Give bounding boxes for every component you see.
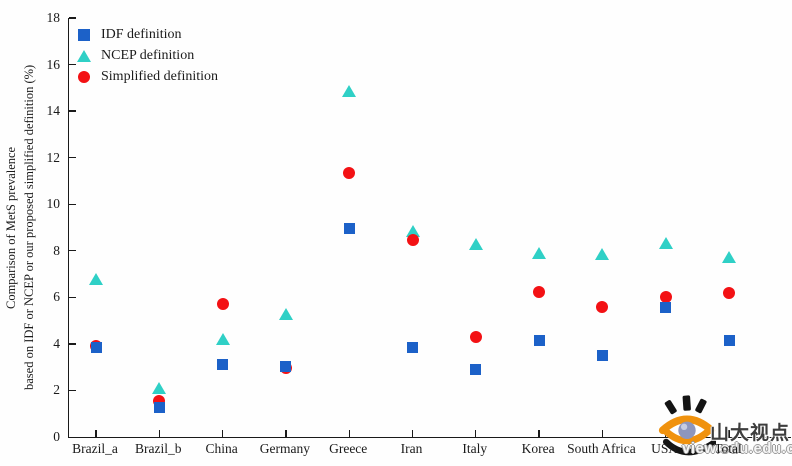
x-axis-tick — [601, 430, 604, 437]
legend-item: Simplified definition — [76, 66, 218, 87]
data-point-triangle — [405, 225, 420, 237]
x-axis-category-label: USA — [651, 441, 679, 456]
data-point-triangle — [342, 85, 357, 98]
data-point-circle — [533, 285, 546, 298]
data-point-square — [153, 402, 165, 414]
x-axis-category-label: Total — [714, 441, 742, 456]
y-axis-tick — [69, 63, 76, 66]
legend-label: NCEP definition — [101, 47, 195, 63]
square-marker-icon — [76, 28, 92, 41]
x-axis-category-label: Italy — [462, 441, 488, 456]
data-point-square — [596, 350, 608, 362]
y-axis-label-line1: Comparison of MetS prevalence — [4, 146, 18, 309]
data-point-square — [723, 334, 735, 346]
x-axis-tick — [285, 430, 287, 437]
y-axis-tick — [69, 343, 76, 345]
x-axis-tick — [221, 430, 224, 437]
data-point-triangle — [532, 247, 547, 260]
watermark: 山大视点 view.sdu.edu.cn — [658, 394, 792, 466]
watermark-url-text: view.sdu.edu.cn — [682, 440, 792, 457]
y-axis-tick-label: 12 — [46, 149, 61, 165]
data-point-circle — [596, 300, 609, 313]
legend-label: Simplified definition — [101, 68, 219, 84]
x-axis-category-label: Iran — [400, 441, 423, 456]
y-axis-tick — [69, 203, 76, 205]
x-axis-tick — [411, 430, 414, 437]
x-axis-category-label: Brazil_a — [72, 441, 118, 456]
x-axis-tick — [95, 430, 97, 437]
x-axis-category-label: Greece — [329, 441, 368, 456]
legend-item: IDF definition — [76, 24, 218, 45]
watermark-cn-text: 山大视点 — [710, 423, 791, 444]
data-point-triangle — [468, 237, 483, 250]
y-axis-tick — [69, 156, 76, 159]
x-axis-category-label: Korea — [521, 441, 555, 456]
legend: IDF definition NCEP definition Simplified … — [76, 24, 218, 87]
data-point-triangle — [89, 272, 103, 285]
y-axis-tick — [69, 296, 76, 299]
data-point-square — [470, 364, 482, 375]
data-point-square — [280, 360, 292, 372]
y-axis-label-line2: based on IDF or NCEP or our proposed sim… — [22, 64, 36, 391]
y-axis-tick-label: 16 — [46, 56, 61, 72]
data-point-circle — [659, 291, 672, 304]
y-axis-tick-label: 2 — [53, 382, 60, 398]
data-point-triangle — [278, 307, 293, 320]
x-axis-tick — [158, 430, 160, 437]
data-point-triangle — [152, 382, 167, 395]
y-axis-tick-label: 8 — [53, 242, 60, 258]
triangle-marker-icon — [76, 49, 92, 62]
data-point-square — [217, 359, 229, 371]
y-axis-tick-label: 0 — [53, 429, 60, 444]
data-point-triangle — [658, 236, 673, 249]
y-axis-tick-label: 18 — [46, 10, 61, 25]
data-point-triangle — [215, 333, 230, 346]
data-point-circle — [406, 234, 419, 247]
plot-area — [68, 17, 791, 438]
data-point-circle — [216, 298, 229, 311]
y-axis-tick — [69, 389, 76, 392]
data-point-circle — [469, 330, 482, 343]
x-axis-category-label: South Africa — [567, 441, 636, 456]
sdu-eye-logo — [658, 395, 717, 456]
legend-item: NCEP definition — [76, 45, 218, 66]
y-axis-tick-label: 4 — [53, 335, 60, 351]
y-axis-tick-label: 14 — [46, 103, 61, 119]
x-axis-tick — [538, 430, 540, 437]
eye-pupil — [678, 421, 696, 440]
legend-label: IDF definition — [101, 26, 182, 42]
data-point-circle — [343, 166, 356, 179]
circle-marker-icon — [76, 70, 92, 83]
x-axis-tick — [728, 430, 730, 437]
y-axis-tick-label: 6 — [53, 289, 60, 305]
y-axis-tick — [69, 250, 76, 252]
data-point-square — [407, 341, 418, 353]
data-point-triangle — [722, 250, 736, 263]
x-axis-category-label: Brazil_b — [135, 441, 182, 456]
data-point-circle — [723, 286, 735, 299]
data-point-square — [533, 334, 545, 346]
y-axis-tick-label: 10 — [46, 196, 61, 212]
data-point-square — [90, 341, 102, 353]
data-point-square — [660, 302, 672, 314]
y-axis-tick — [69, 17, 76, 19]
data-point-square — [343, 223, 355, 235]
x-axis-category-label: China — [205, 441, 238, 456]
x-axis-tick — [475, 430, 477, 437]
x-axis-category-label: Germany — [259, 441, 310, 456]
y-axis-tick — [69, 110, 76, 112]
x-axis-tick — [348, 430, 350, 437]
data-point-triangle — [595, 248, 610, 261]
